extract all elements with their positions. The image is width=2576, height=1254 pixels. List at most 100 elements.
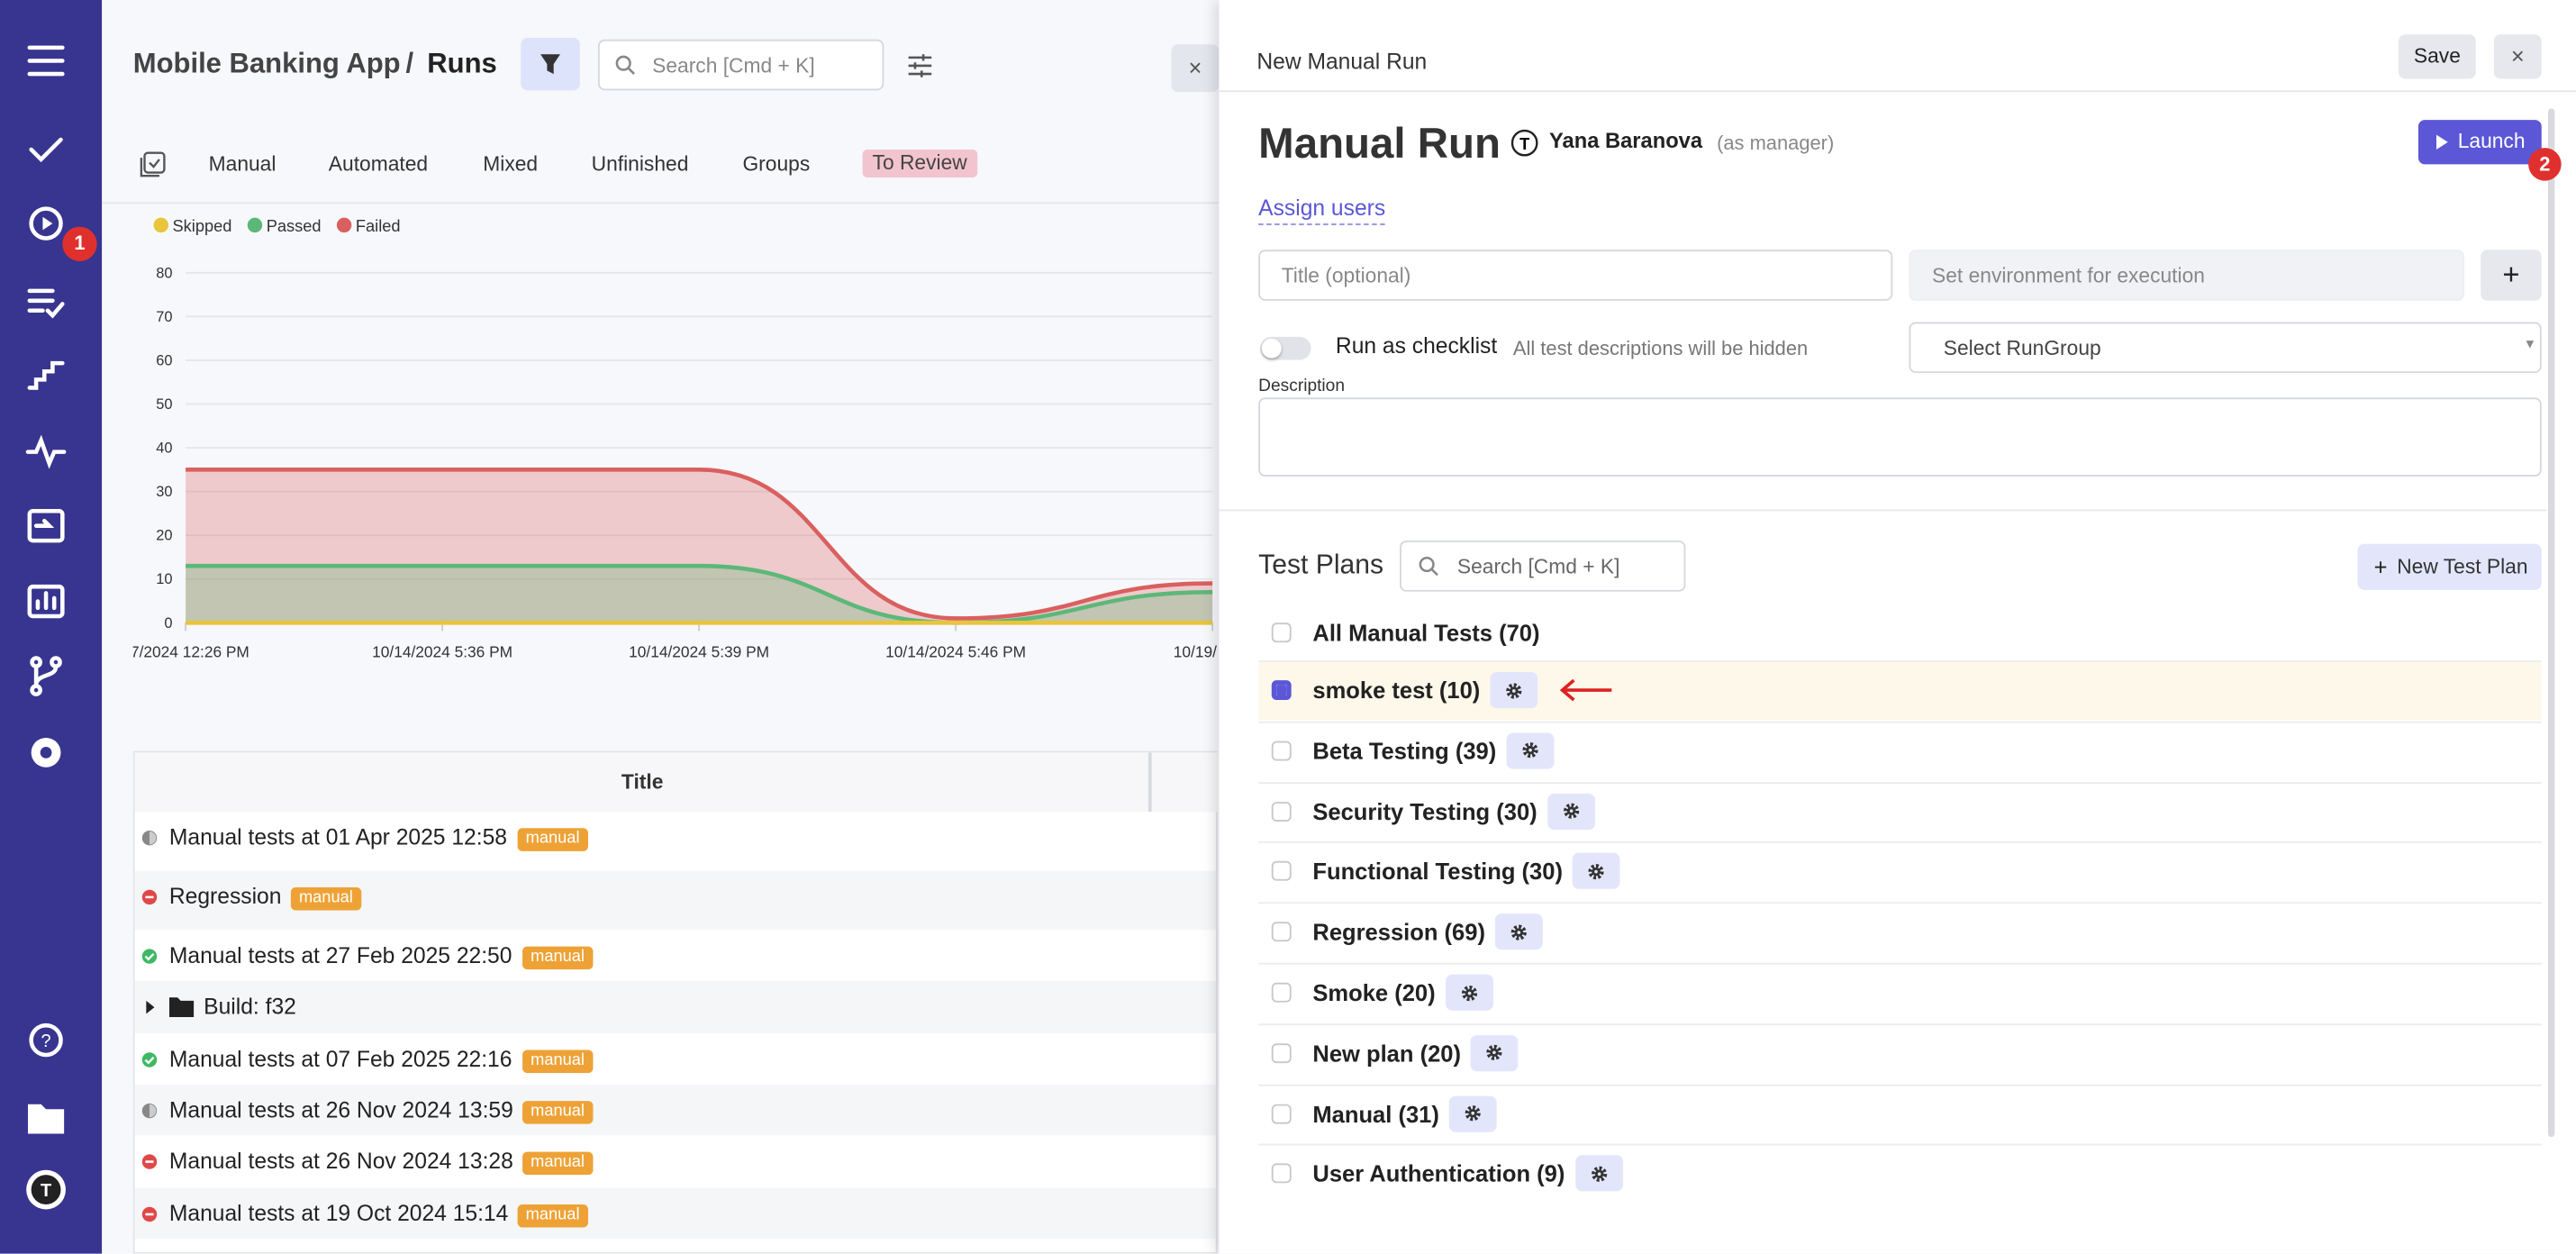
plan-name[interactable]: Regression (69) xyxy=(1312,915,1485,948)
status-icon xyxy=(141,1103,158,1119)
plan-settings-button[interactable] xyxy=(1507,732,1555,768)
plan-checkbox[interactable] xyxy=(1272,861,1292,881)
search-icon xyxy=(1418,556,1441,579)
description-label: Description xyxy=(1258,375,1345,398)
plan-settings-button[interactable] xyxy=(1449,1095,1497,1131)
gear-hole xyxy=(1471,1112,1474,1115)
plan-checkbox[interactable] xyxy=(1272,1164,1292,1184)
plan-settings-button[interactable] xyxy=(1575,1156,1623,1192)
pointer-arrow xyxy=(1557,677,1617,703)
plan-name[interactable]: Smoke (20) xyxy=(1312,976,1435,1008)
run-title[interactable]: Manual tests at 26 Nov 2024 13:59 xyxy=(169,1095,513,1127)
gear-icon xyxy=(1485,1044,1503,1062)
title-input[interactable]: Title (optional) xyxy=(1258,250,1892,301)
description-textarea[interactable] xyxy=(1258,397,2542,477)
plans-search[interactable]: Search [Cmd + K] xyxy=(1400,541,1685,592)
plan-checkbox[interactable] xyxy=(1272,1043,1292,1063)
gear-hole xyxy=(1468,991,1472,995)
runs-chart: 0102030405060708007/2024 12:26 PM10/14/2… xyxy=(0,0,1218,690)
y-tick-label: 20 xyxy=(156,528,172,544)
run-heading: Manual Run xyxy=(1258,115,1501,171)
plan-name[interactable]: Security Testing (30) xyxy=(1312,795,1537,827)
plan-name[interactable]: Manual (31) xyxy=(1312,1097,1438,1130)
folder-icon xyxy=(169,997,194,1017)
checklist-toggle[interactable] xyxy=(1260,337,1311,360)
close-button[interactable]: × xyxy=(2494,34,2542,78)
row-divider xyxy=(1258,903,2542,904)
plan-checkbox[interactable] xyxy=(1272,801,1292,821)
gear-icon xyxy=(1510,923,1528,941)
plan-checkbox[interactable] xyxy=(1272,622,1292,642)
plan-name[interactable]: All Manual Tests (70) xyxy=(1312,616,1539,649)
tab[interactable]: To Review xyxy=(863,150,977,177)
plan-settings-button[interactable] xyxy=(1446,975,1493,1011)
row-divider xyxy=(1258,1144,2542,1146)
plan-checkbox[interactable] xyxy=(1272,922,1292,942)
status-icon xyxy=(141,1051,158,1068)
run-title[interactable]: Regression xyxy=(169,881,282,913)
y-tick-label: 80 xyxy=(156,265,172,281)
gear-hole xyxy=(1570,809,1574,813)
plan-checkbox[interactable] xyxy=(1272,741,1292,760)
user-name: Yana Baranova xyxy=(1549,125,1702,158)
run-title[interactable]: Manual tests at 26 Nov 2024 13:28 xyxy=(169,1145,513,1177)
run-tag: manual xyxy=(518,828,588,851)
tab[interactable]: Groups xyxy=(742,148,810,180)
plan-name[interactable]: smoke test (10) xyxy=(1312,674,1480,706)
plan-name[interactable]: User Authentication (9) xyxy=(1312,1158,1565,1190)
tab[interactable]: Unfinished xyxy=(592,148,689,180)
tab[interactable]: Automated xyxy=(329,148,428,180)
run-tag: manual xyxy=(522,947,593,970)
user-role: (as manager) xyxy=(1717,126,1834,159)
row-divider xyxy=(1258,842,2542,844)
plan-name[interactable]: Beta Testing (39) xyxy=(1312,734,1496,767)
step-badge: 2 xyxy=(2528,148,2561,180)
group-title[interactable]: Build: f32 xyxy=(204,991,296,1023)
run-title[interactable]: Manual tests at 27 Feb 2025 22:50 xyxy=(169,940,512,972)
row-divider xyxy=(1258,660,2542,662)
scrollbar[interactable] xyxy=(2548,108,2554,1137)
status-icon xyxy=(141,1153,158,1169)
x-tick-label: 10/14/2024 5:46 PM xyxy=(885,643,1026,661)
plan-settings-button[interactable] xyxy=(1547,793,1595,829)
gear-icon xyxy=(1521,741,1539,759)
plan-settings-button[interactable] xyxy=(1470,1035,1518,1071)
expand-arrow xyxy=(146,1001,154,1014)
legend-marker xyxy=(154,218,168,232)
plan-name[interactable]: Functional Testing (30) xyxy=(1312,855,1563,887)
checklist-hint: All test descriptions will be hidden xyxy=(1513,332,1808,364)
divider xyxy=(1219,509,2546,511)
column-title[interactable]: Title xyxy=(135,766,1150,798)
run-row[interactable] xyxy=(135,981,1216,1033)
tab[interactable]: Manual xyxy=(209,148,277,180)
plan-settings-button[interactable] xyxy=(1495,913,1543,950)
status-dot xyxy=(142,1052,157,1067)
row-divider xyxy=(1258,1023,2542,1025)
run-tag: manual xyxy=(522,1101,593,1124)
assign-users-link[interactable]: Assign users xyxy=(1258,194,1385,225)
row-divider xyxy=(1258,721,2542,722)
y-tick-label: 50 xyxy=(156,396,172,413)
save-button[interactable]: Save xyxy=(2399,34,2476,78)
legend-label: Passed xyxy=(267,216,322,235)
svg-text:T: T xyxy=(41,1181,52,1201)
y-tick-label: 40 xyxy=(156,441,172,457)
run-title[interactable]: Manual tests at 07 Feb 2025 22:16 xyxy=(169,1043,512,1076)
plan-name[interactable]: New plan (20) xyxy=(1312,1037,1461,1069)
tab[interactable]: Mixed xyxy=(483,148,538,180)
gear-hole xyxy=(1517,931,1520,934)
gear-icon xyxy=(1587,862,1605,880)
run-tag: manual xyxy=(291,887,361,911)
add-environment-button[interactable]: + xyxy=(2481,250,2541,301)
plan-checkbox[interactable] xyxy=(1272,983,1292,1003)
environment-input[interactable]: Set environment for execution xyxy=(1909,250,2464,301)
rungroup-select[interactable]: Select RunGroup xyxy=(1909,323,2541,374)
run-title[interactable]: Manual tests at 01 Apr 2025 12:58 xyxy=(169,822,507,854)
run-title[interactable]: Manual tests at 19 Oct 2024 15:14 xyxy=(169,1198,508,1231)
plan-settings-button[interactable] xyxy=(1490,672,1537,708)
status-dot xyxy=(142,949,157,963)
plan-settings-button[interactable] xyxy=(1573,853,1620,889)
gear-hole xyxy=(1594,870,1598,874)
gear-hole xyxy=(1598,1172,1601,1176)
plan-checkbox[interactable] xyxy=(1272,1104,1292,1123)
